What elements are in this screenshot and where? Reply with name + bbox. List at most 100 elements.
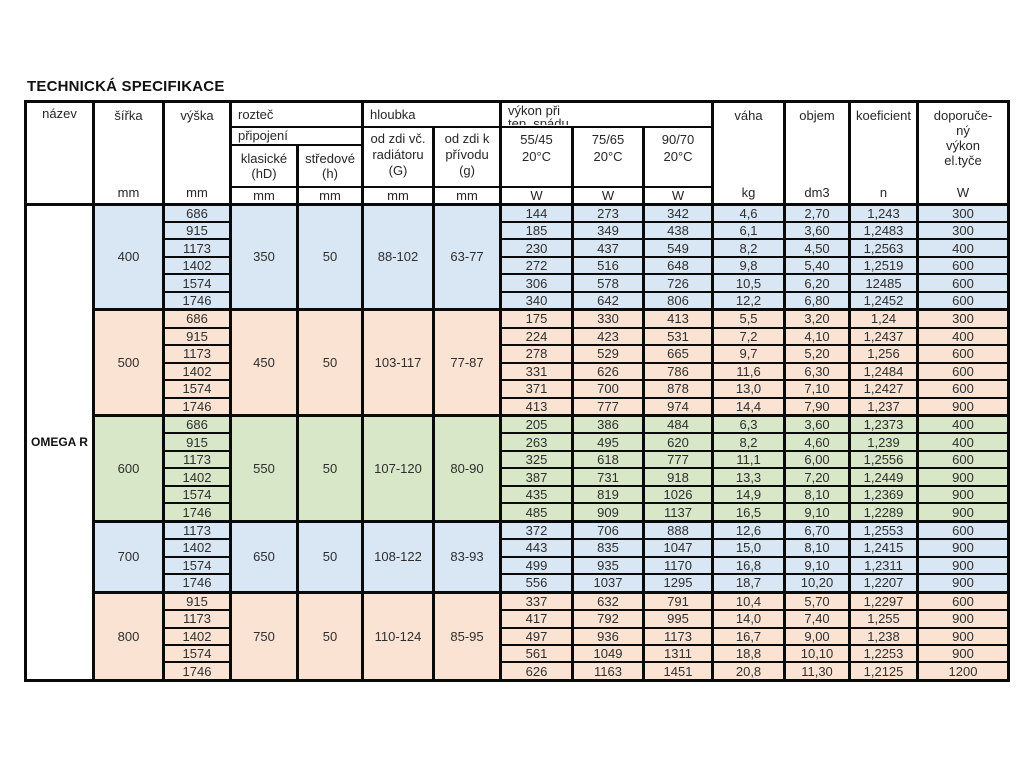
power90-cell: 549 — [642, 238, 715, 258]
power75-cell: 731 — [571, 467, 646, 487]
height-cell: 686 — [162, 414, 232, 435]
height-cell: 1574 — [162, 273, 232, 293]
coefficient-cell: 1,243 — [848, 202, 920, 223]
height-cell: 1173 — [162, 238, 232, 258]
power75-cell: 936 — [571, 626, 646, 646]
depth-supply-cell: 80-90 — [431, 414, 503, 523]
height-cell: 1402 — [162, 361, 232, 382]
power75-cell: 273 — [571, 202, 646, 223]
power90-cell: 1026 — [642, 484, 715, 505]
header-sirka: šířka mm — [92, 100, 165, 205]
weight-cell: 15,0 — [711, 538, 787, 558]
power90-cell: 888 — [642, 519, 715, 541]
unit-kg: kg — [741, 184, 756, 200]
height-cell: 915 — [162, 326, 232, 347]
volume-cell: 9,10 — [783, 502, 852, 523]
depth-radiator-cell: 88-102 — [361, 202, 435, 311]
header-sirka-label: šířka — [114, 107, 143, 123]
height-cell: 1746 — [162, 290, 232, 311]
depth-supply-cell: 63-77 — [431, 202, 503, 311]
width-group-cell: 800 — [92, 590, 165, 682]
volume-cell: 5,40 — [783, 255, 852, 276]
power75-cell: 777 — [571, 396, 646, 417]
volume-cell: 6,00 — [783, 449, 852, 470]
unit-n: n — [879, 184, 888, 200]
power90-cell: 1295 — [642, 573, 715, 594]
header-spad-9070: 90/70 20°C — [642, 125, 715, 188]
depth-supply-cell: 85-95 — [431, 590, 503, 682]
unit-mm: mm — [431, 185, 503, 205]
volume-cell: 5,70 — [783, 590, 852, 612]
power55-cell: 372 — [499, 519, 575, 541]
coefficient-cell: 1,2373 — [848, 414, 920, 435]
weight-cell: 14,0 — [711, 609, 787, 629]
power55-cell: 175 — [499, 308, 575, 329]
header-nazev-label: název — [42, 106, 77, 121]
power55-cell: 278 — [499, 344, 575, 364]
weight-cell: 13,3 — [711, 467, 787, 487]
unit-w: W — [642, 185, 715, 205]
el-power-cell: 600 — [916, 379, 1011, 399]
header-vykon-label: výkon při tep. spádu — [508, 103, 569, 125]
height-cell: 1402 — [162, 467, 232, 487]
power55-cell: 435 — [499, 484, 575, 505]
power90-cell: 786 — [642, 361, 715, 382]
weight-cell: 11,6 — [711, 361, 787, 382]
power75-cell: 626 — [571, 361, 646, 382]
header-spad-7565: 75/65 20°C — [571, 125, 646, 188]
height-cell: 1746 — [162, 573, 232, 594]
power75-cell: 349 — [571, 220, 646, 241]
power75-cell: 642 — [571, 290, 646, 311]
power75-cell: 792 — [571, 609, 646, 629]
unit-w: W — [499, 185, 575, 205]
coefficient-cell: 1,256 — [848, 344, 920, 364]
volume-cell: 4,60 — [783, 432, 852, 452]
height-cell: 1173 — [162, 609, 232, 629]
pitch-central-cell: 50 — [296, 519, 364, 594]
power90-cell: 665 — [642, 344, 715, 364]
power55-cell: 272 — [499, 255, 575, 276]
header-objem: objem dm3 — [783, 100, 852, 205]
header-koeficient-label: koeficient — [856, 107, 911, 123]
weight-cell: 13,0 — [711, 379, 787, 399]
power55-cell: 626 — [499, 661, 575, 682]
header-spad-5545: 55/45 20°C — [499, 125, 575, 188]
height-cell: 1173 — [162, 519, 232, 541]
coefficient-cell: 12485 — [848, 273, 920, 293]
pitch-classic-cell: 450 — [229, 308, 299, 417]
power75-cell: 819 — [571, 484, 646, 505]
coefficient-cell: 1,2563 — [848, 238, 920, 258]
header-koeficient: koeficient n — [848, 100, 920, 205]
width-group-cell: 400 — [92, 202, 165, 311]
coefficient-cell: 1,2207 — [848, 573, 920, 594]
power55-cell: 144 — [499, 202, 575, 223]
unit-w: W — [956, 184, 970, 200]
header-od-zdi-privod: od zdi k přívodu (g) — [431, 125, 503, 188]
header-doporuceny: doporuče- ný výkon el.tyče W — [916, 100, 1011, 205]
el-power-cell: 400 — [916, 238, 1011, 258]
coefficient-cell: 1,239 — [848, 432, 920, 452]
power55-cell: 497 — [499, 626, 575, 646]
pitch-classic-cell: 550 — [229, 414, 299, 523]
header-vykon: výkon při tep. spádu — [499, 100, 715, 128]
weight-cell: 7,2 — [711, 326, 787, 347]
volume-cell: 8,10 — [783, 538, 852, 558]
header-vyska-label: výška — [180, 107, 214, 123]
el-power-cell: 600 — [916, 255, 1011, 276]
power55-cell: 263 — [499, 432, 575, 452]
volume-cell: 7,40 — [783, 609, 852, 629]
weight-cell: 18,7 — [711, 573, 787, 594]
coefficient-cell: 1,237 — [848, 396, 920, 417]
volume-cell: 10,10 — [783, 643, 852, 664]
power90-cell: 620 — [642, 432, 715, 452]
el-power-cell: 400 — [916, 432, 1011, 452]
el-power-cell: 900 — [916, 555, 1011, 576]
weight-cell: 10,5 — [711, 273, 787, 293]
coefficient-cell: 1,2449 — [848, 467, 920, 487]
power90-cell: 974 — [642, 396, 715, 417]
pitch-classic-cell: 650 — [229, 519, 299, 594]
power90-cell: 438 — [642, 220, 715, 241]
coefficient-cell: 1,238 — [848, 626, 920, 646]
el-power-cell: 300 — [916, 308, 1011, 329]
power55-cell: 485 — [499, 502, 575, 523]
